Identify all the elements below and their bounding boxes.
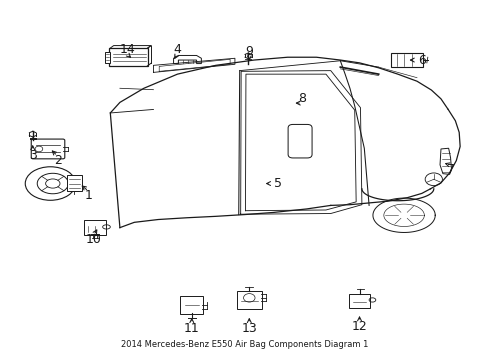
Text: 9: 9 — [245, 45, 253, 58]
FancyBboxPatch shape — [236, 291, 261, 309]
FancyBboxPatch shape — [31, 139, 64, 159]
Text: 3: 3 — [29, 149, 37, 162]
Text: 13: 13 — [241, 322, 257, 335]
Text: 10: 10 — [85, 234, 102, 247]
FancyBboxPatch shape — [348, 294, 369, 309]
FancyBboxPatch shape — [66, 175, 82, 191]
FancyBboxPatch shape — [390, 53, 423, 67]
Text: 11: 11 — [183, 322, 199, 335]
FancyBboxPatch shape — [287, 125, 311, 158]
Text: 2: 2 — [54, 154, 61, 167]
FancyBboxPatch shape — [84, 220, 105, 235]
Text: 12: 12 — [351, 320, 366, 333]
Text: 14: 14 — [119, 43, 135, 56]
Text: 5: 5 — [273, 177, 282, 190]
Text: 6: 6 — [417, 54, 425, 67]
FancyBboxPatch shape — [109, 48, 147, 66]
FancyBboxPatch shape — [104, 52, 110, 63]
FancyBboxPatch shape — [180, 296, 203, 314]
Text: 1: 1 — [84, 189, 93, 202]
Text: 4: 4 — [173, 43, 181, 56]
Text: 7: 7 — [446, 163, 454, 176]
Text: 2014 Mercedes-Benz E550 Air Bag Components Diagram 1: 2014 Mercedes-Benz E550 Air Bag Componen… — [121, 340, 367, 349]
Text: 8: 8 — [297, 93, 305, 105]
